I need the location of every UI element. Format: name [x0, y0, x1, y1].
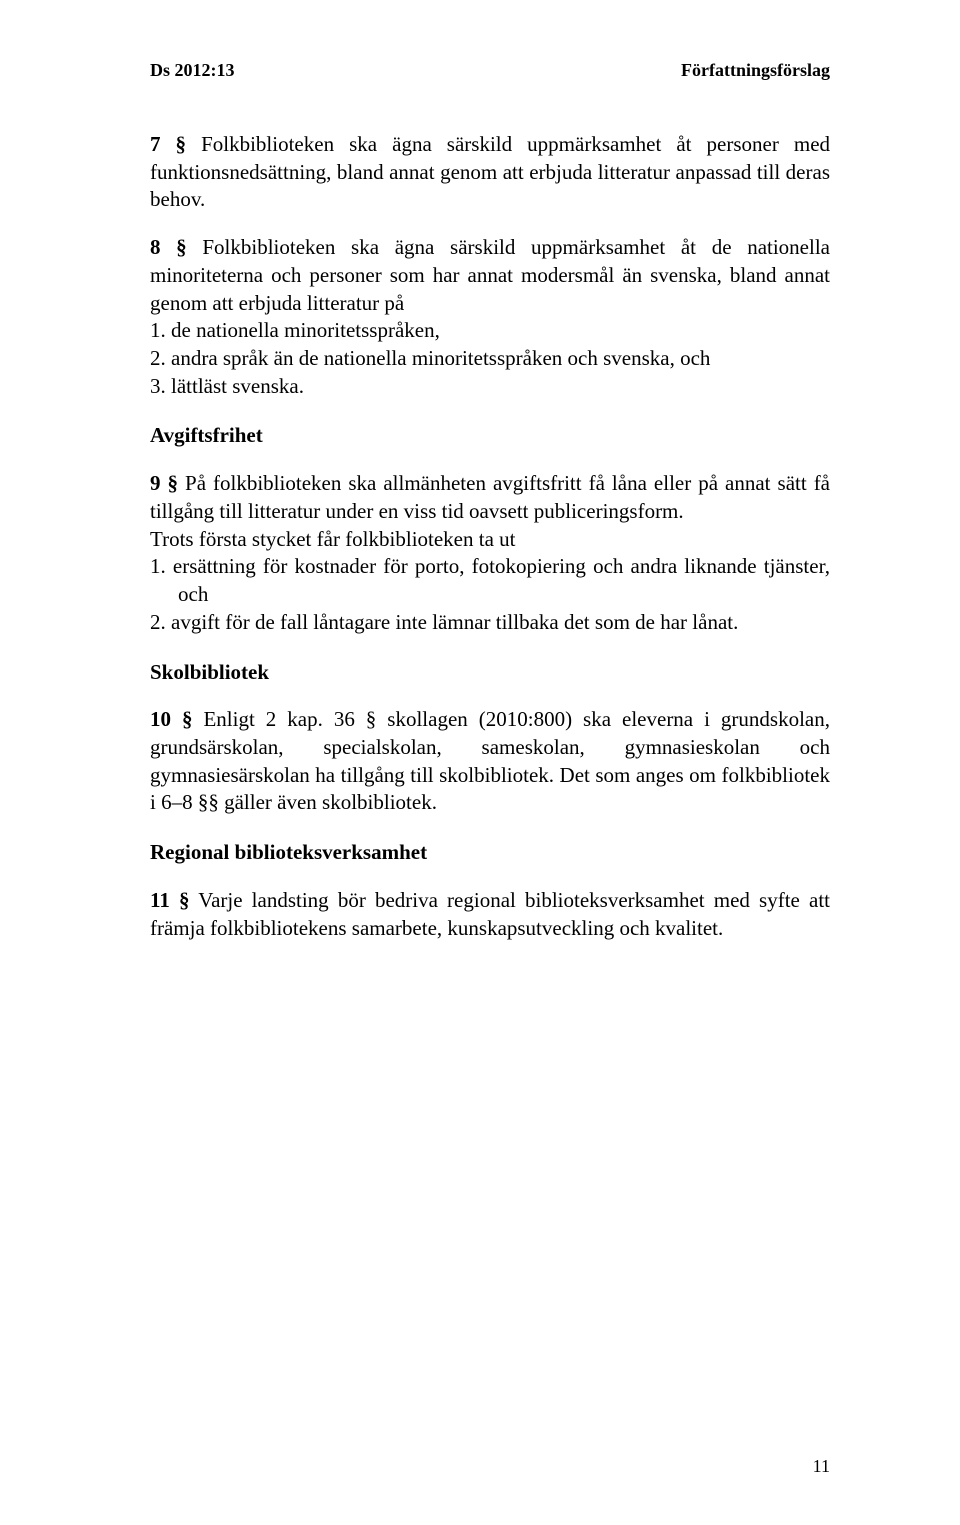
section-7-num: 7 §: [150, 132, 186, 156]
section-8-item-2: 2. andra språk än de nationella minorite…: [150, 345, 830, 373]
header-left: Ds 2012:13: [150, 60, 235, 81]
section-8-item-1: 1. de nationella minoritetsspråken,: [150, 317, 830, 345]
page: Ds 2012:13 Författningsförslag 7 § Folkb…: [0, 0, 960, 1525]
section-10: 10 § Enligt 2 kap. 36 § skollagen (2010:…: [150, 706, 830, 817]
page-number: 11: [813, 1456, 830, 1477]
section-8-lead: 8 § Folkbiblioteken ska ägna särskild up…: [150, 234, 830, 317]
heading-avgiftsfrihet: Avgiftsfrihet: [150, 422, 830, 450]
section-9-item-2: 2. avgift för de fall låntagare inte läm…: [150, 609, 830, 637]
section-9-line2: Trots första stycket får folkbiblioteken…: [150, 526, 830, 554]
heading-skolbibliotek: Skolbibliotek: [150, 659, 830, 687]
section-11: 11 § Varje landsting bör bedriva regiona…: [150, 887, 830, 942]
section-7: 7 § Folkbiblioteken ska ägna särskild up…: [150, 131, 830, 214]
section-10-num: 10 §: [150, 707, 192, 731]
section-8-num: 8 §: [150, 235, 187, 259]
body-text: 7 § Folkbiblioteken ska ägna särskild up…: [150, 131, 830, 942]
section-7-text: Folkbiblioteken ska ägna särskild uppmär…: [150, 132, 830, 211]
section-9-item-1: 1. ersättning för kostnader för porto, f…: [150, 553, 830, 608]
section-9-num: 9 §: [150, 471, 178, 495]
section-11-num: 11 §: [150, 888, 189, 912]
section-9-lead-text: På folkbiblioteken ska allmänheten avgif…: [150, 471, 830, 523]
heading-regional: Regional biblioteksverksamhet: [150, 839, 830, 867]
section-11-text: Varje landsting bör bedriva regional bib…: [150, 888, 830, 940]
section-9-lead: 9 § På folkbiblioteken ska allmänheten a…: [150, 470, 830, 525]
section-10-text: Enligt 2 kap. 36 § skollagen (2010:800) …: [150, 707, 830, 814]
header-right: Författningsförslag: [681, 60, 830, 81]
page-header: Ds 2012:13 Författningsförslag: [150, 60, 830, 81]
section-9-list: 1. ersättning för kostnader för porto, f…: [150, 553, 830, 636]
section-8-list: 1. de nationella minoritetsspråken, 2. a…: [150, 317, 830, 400]
section-8-item-3: 3. lättläst svenska.: [150, 373, 830, 401]
section-8-lead-text: Folkbiblioteken ska ägna särskild uppmär…: [150, 235, 830, 314]
